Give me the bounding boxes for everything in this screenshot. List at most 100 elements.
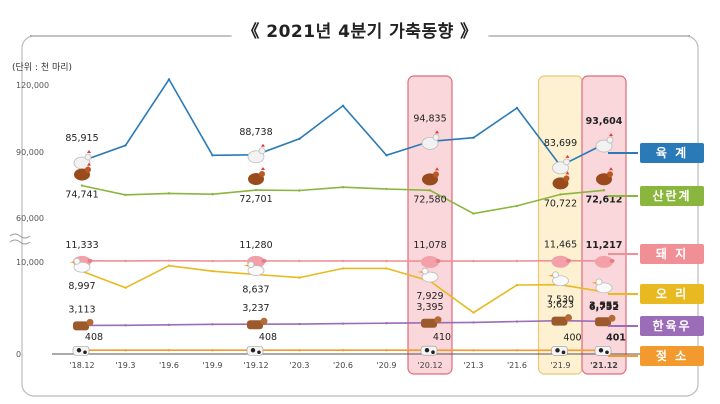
- dairy-cow-icon: [420, 345, 438, 356]
- chicken-body: [595, 139, 613, 153]
- data-point: [472, 212, 475, 215]
- data-label: 8,637: [242, 285, 269, 296]
- hen-icon: [422, 167, 439, 186]
- chicken-head: [606, 136, 614, 144]
- x-tick-label: '18.12: [69, 361, 94, 370]
- data-point: [124, 349, 127, 352]
- data-label: 408: [85, 332, 103, 343]
- x-tick-label: '21.6: [507, 361, 527, 370]
- hen-head: [85, 166, 91, 173]
- cow-body: [247, 320, 263, 330]
- pig-snout: [261, 258, 267, 263]
- legend-item: 젖 소: [640, 346, 704, 366]
- x-tick-label: '19.9: [202, 361, 222, 370]
- x-tick-label: '21.9: [550, 361, 570, 370]
- data-point: [211, 193, 214, 196]
- x-tick-label: '20.9: [376, 361, 396, 370]
- cow-head: [260, 317, 268, 325]
- x-tick-label: '21.3: [463, 361, 483, 370]
- data-point: [298, 189, 301, 192]
- chicken-comb: [565, 154, 570, 158]
- data-point: [515, 320, 519, 323]
- data-label: 88,738: [239, 127, 272, 138]
- legend-swatch: [608, 325, 638, 327]
- highlight-box: [537, 75, 584, 375]
- hen-icon: [248, 167, 265, 186]
- duck-icon: [70, 257, 91, 273]
- data-point: [167, 259, 171, 262]
- dairy-spot: [83, 350, 87, 355]
- duck-icon: [244, 261, 265, 276]
- cow-body: [551, 316, 568, 326]
- chicken-body: [247, 150, 265, 164]
- data-point: [341, 349, 345, 352]
- cow-icon: [551, 314, 572, 326]
- legend-swatch: [608, 152, 638, 154]
- pig-icon: [595, 255, 615, 268]
- series-line: [81, 77, 605, 167]
- x-tick-label: '20.12: [417, 361, 442, 370]
- dairy-spot: [250, 348, 256, 353]
- chicken-icon: [247, 143, 266, 164]
- cow-icon: [421, 316, 442, 328]
- cow-head: [565, 314, 572, 322]
- pig-snout: [87, 258, 93, 263]
- data-label: 94,835: [413, 113, 446, 124]
- data-point: [167, 78, 171, 81]
- dairy-spot: [555, 348, 560, 353]
- chicken-icon: [421, 130, 440, 150]
- duck-icon: [418, 267, 439, 283]
- chicken-comb: [609, 133, 613, 137]
- data-label: 72,612: [586, 194, 623, 205]
- dairy-cow-icon: [551, 346, 568, 356]
- data-point: [472, 136, 475, 139]
- pig-snout: [566, 258, 571, 263]
- pig-body: [595, 255, 613, 268]
- chicken-body: [421, 136, 439, 150]
- data-point: [80, 184, 84, 187]
- duck-icon: [592, 278, 613, 294]
- cow-body: [595, 317, 611, 327]
- data-label: 11,078: [413, 240, 446, 251]
- chicken-icon: [552, 154, 570, 175]
- dairy-spot: [561, 350, 566, 355]
- legend-swatch: [608, 253, 638, 255]
- cow-icon: [247, 317, 268, 330]
- data-label: 400: [563, 332, 581, 343]
- chicken-comb: [435, 130, 439, 134]
- y-tick-label: 60,000: [16, 214, 44, 223]
- data-point: [515, 204, 519, 208]
- data-label: 72,701: [239, 194, 272, 205]
- data-label: 83,699: [544, 138, 577, 149]
- data-point: [298, 276, 301, 279]
- duck-head: [421, 267, 429, 275]
- chicken-icon: [73, 149, 92, 170]
- legend-item: 육 계: [640, 143, 704, 163]
- chicken-comb: [261, 143, 265, 147]
- chicken-head: [563, 158, 570, 166]
- hen-head: [433, 171, 439, 178]
- pig-snout: [609, 258, 615, 263]
- data-label: 6,752: [589, 302, 619, 313]
- hen-comb: [435, 167, 439, 171]
- hen-comb: [565, 171, 570, 175]
- data-label: 408: [259, 332, 277, 343]
- data-label: 72,580: [413, 194, 446, 205]
- data-label: 74,741: [65, 190, 98, 201]
- data-point: [298, 349, 301, 352]
- y-tick-label: 10,000: [16, 258, 44, 267]
- hen-icon: [552, 171, 570, 190]
- data-label: 410: [433, 332, 451, 343]
- duck-body: [247, 265, 265, 276]
- duck-bill: [244, 264, 248, 267]
- data-point: [341, 267, 345, 270]
- data-point: [428, 189, 432, 192]
- axis-break-icon: [9, 233, 31, 245]
- duck-bill: [418, 271, 422, 274]
- unit-label: (단위 : 천 마리): [12, 63, 73, 73]
- data-point: [124, 144, 127, 147]
- hen-head: [607, 171, 613, 178]
- data-point: [472, 321, 475, 324]
- data-point: [167, 264, 171, 267]
- data-label: 3,555: [589, 300, 619, 311]
